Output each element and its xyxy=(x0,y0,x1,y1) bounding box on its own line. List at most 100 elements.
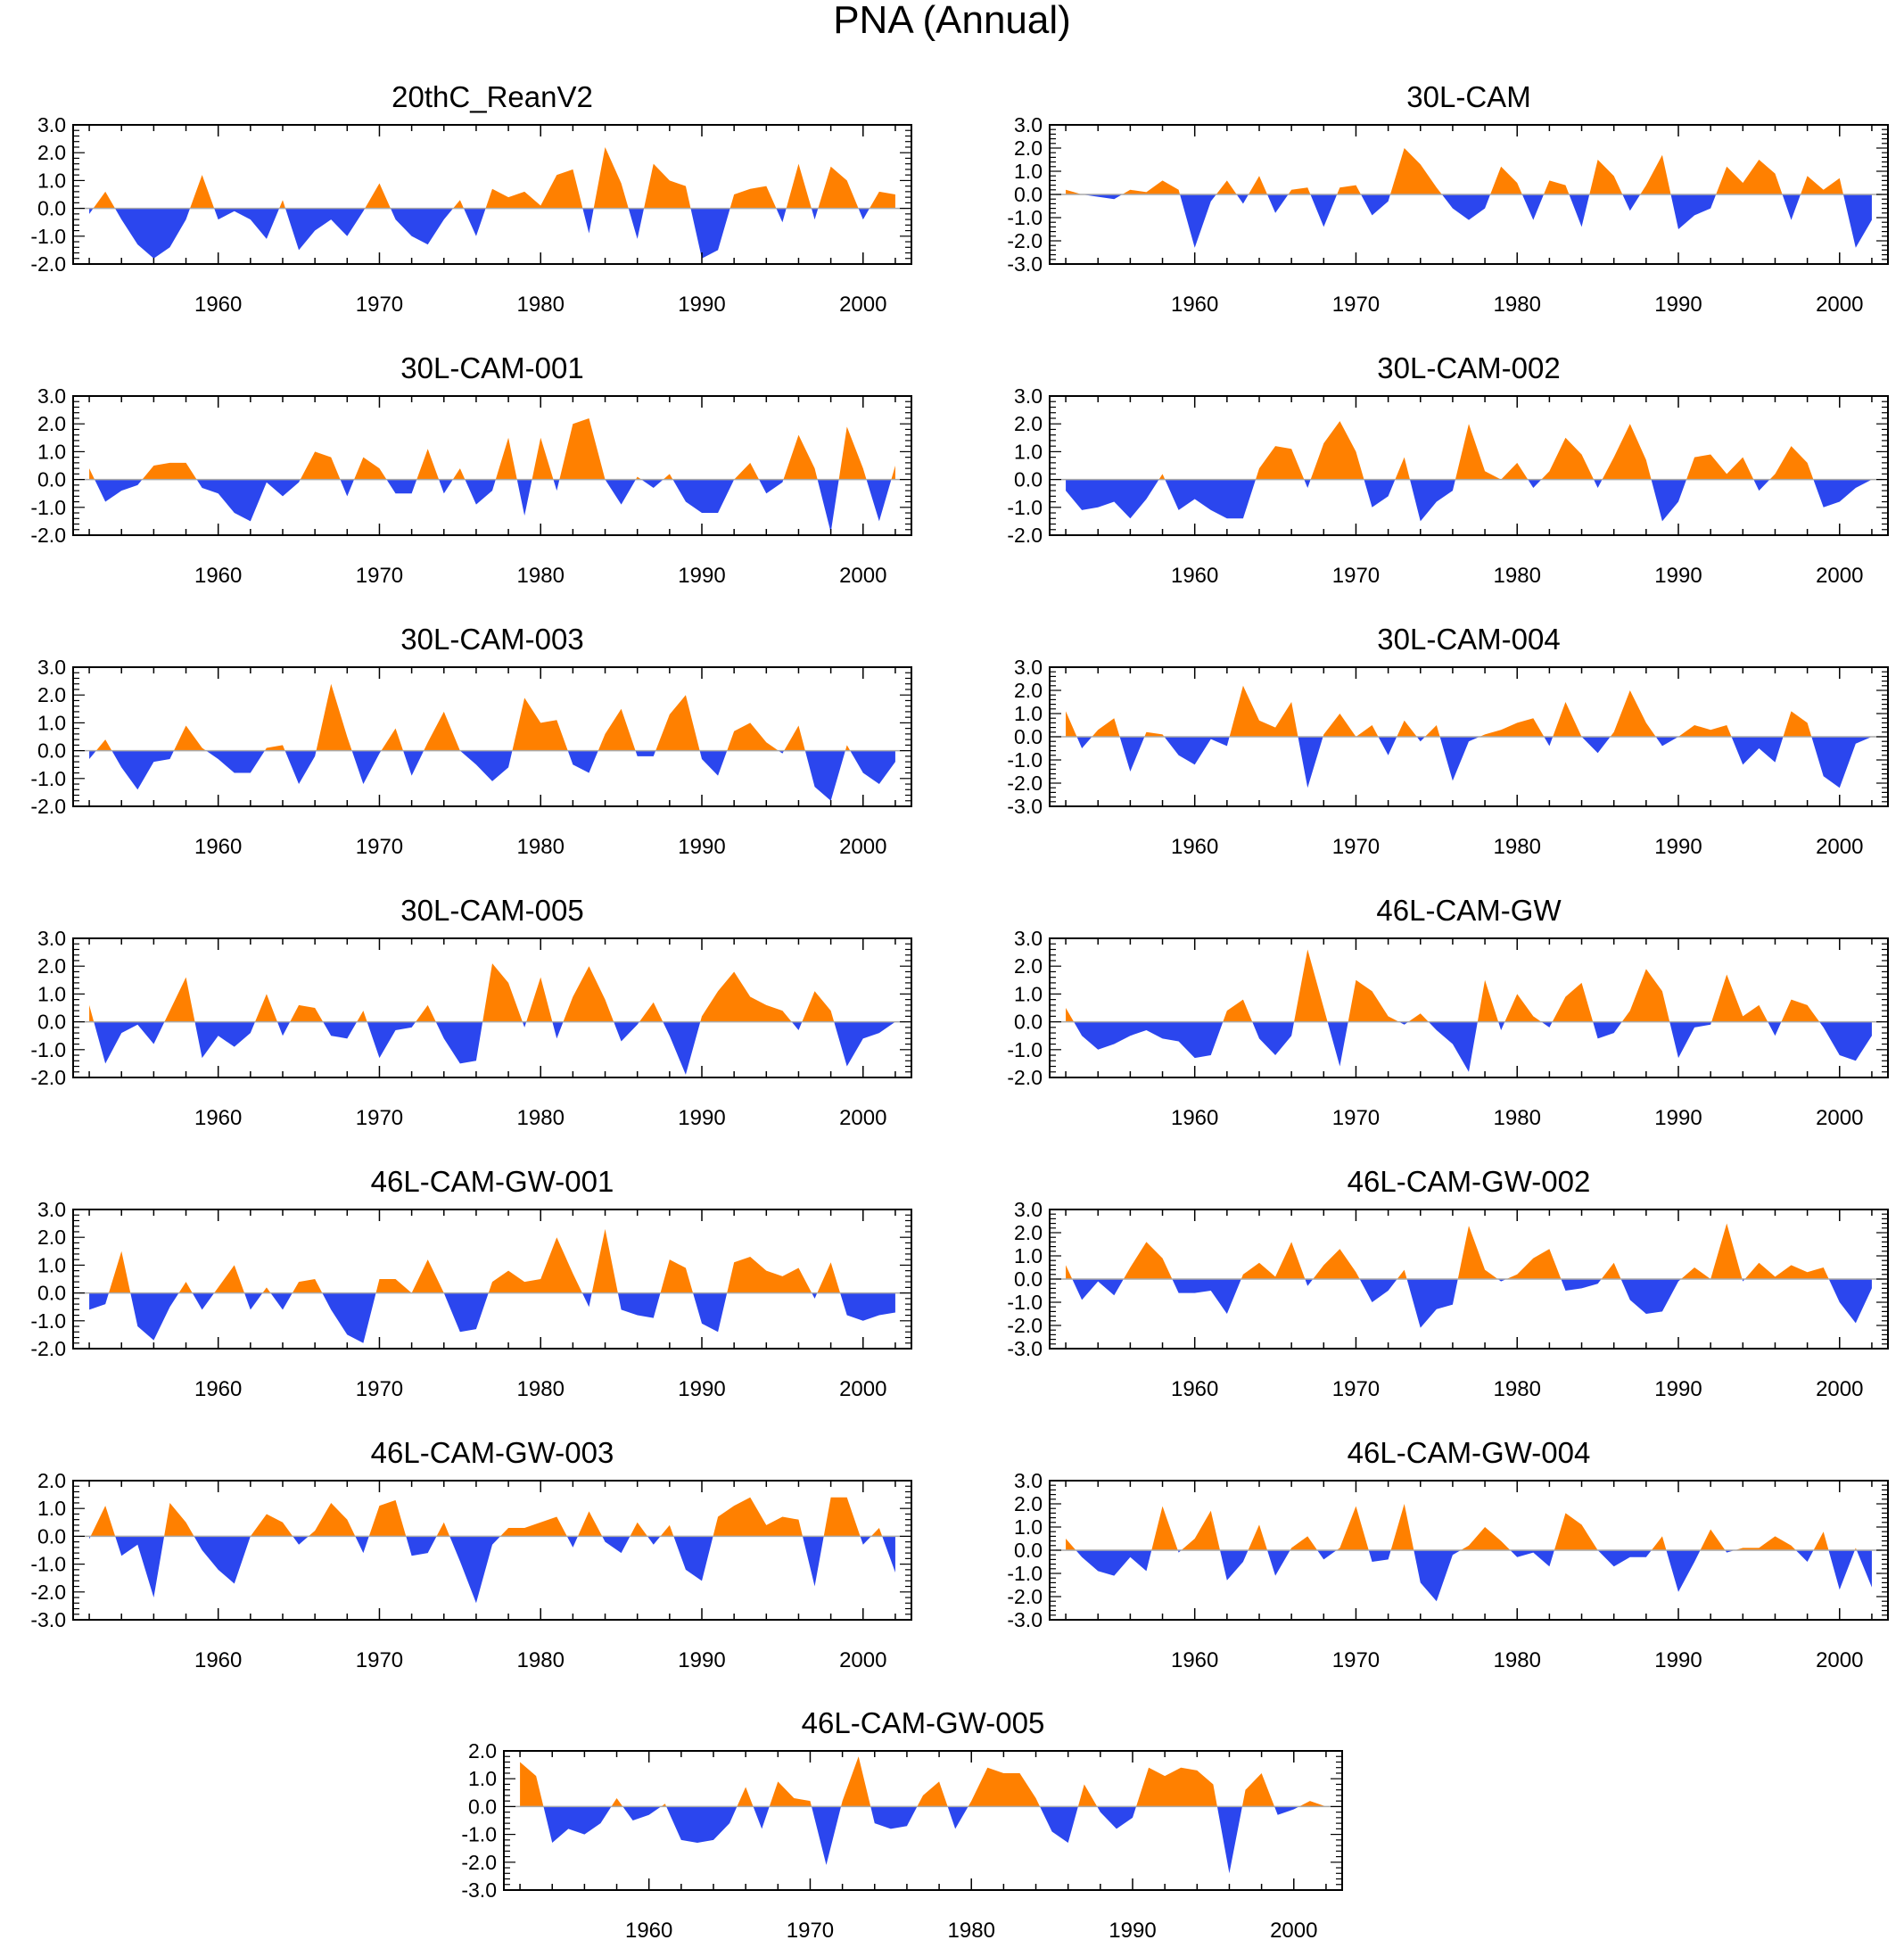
x-tick-label: 1990 xyxy=(1109,1919,1156,1940)
panel-7: 1960 1970 1980 1990 2000 3.0 2.0 1.0 0.0 -1.0 -2.0 xyxy=(1007,927,1889,1130)
plot-frame xyxy=(503,1750,1343,1891)
y-tick-label: 2.0 xyxy=(37,1469,66,1492)
positive-area xyxy=(95,683,851,751)
y-tick-label: 2.0 xyxy=(468,1739,497,1763)
panel-0: 1960 1970 1980 1990 2000 3.0 2.0 1.0 0.0 -1.0 -2.0 xyxy=(30,113,912,317)
y-tick-label: 3.0 xyxy=(1014,1469,1043,1492)
y-tick-label: 3.0 xyxy=(37,384,66,408)
y-tick-label: 3.0 xyxy=(1014,113,1043,136)
plot-frame xyxy=(72,395,912,536)
y-tick-label: 1.0 xyxy=(37,711,66,734)
panel-title: 30L-CAM-002 xyxy=(1377,351,1561,384)
panel-11: 1960 1970 1980 1990 2000 3.02.01.00.0-1.0-2.0… xyxy=(1007,1469,1889,1672)
y-tick-label: 2.0 xyxy=(37,683,66,706)
panel-title: 30L-CAM-003 xyxy=(400,623,584,656)
positive-area xyxy=(1066,685,1812,737)
x-tick-label: 1960 xyxy=(1171,293,1218,317)
x-tick-label: 1960 xyxy=(1171,1377,1218,1401)
y-tick-label: 1.0 xyxy=(37,1253,66,1276)
x-tick-label: 1980 xyxy=(1494,1648,1541,1672)
x-tick-label: 1970 xyxy=(356,1106,403,1130)
plot-frame xyxy=(72,937,912,1078)
y-tick-label: -1.0 xyxy=(1007,206,1043,229)
x-tick-label: 2000 xyxy=(1816,564,1863,588)
panel-3: 1960 1970 1980 1990 2000 3.0 2.0 1.0 0.0 -1.0 -2.0 xyxy=(1007,384,1889,588)
x-tick-label: 1980 xyxy=(948,1919,995,1940)
x-tick-label: 1960 xyxy=(1171,564,1218,588)
y-tick-label: -1.0 xyxy=(1007,1562,1043,1585)
positive-area xyxy=(520,1756,1326,1807)
y-tick-label: -2.0 xyxy=(30,1337,66,1360)
positive-area xyxy=(90,1497,883,1537)
y-tick-label: 2.0 xyxy=(37,412,66,435)
x-tick-label: 2000 xyxy=(839,835,886,859)
y-tick-label: -1.0 xyxy=(30,496,66,519)
y-tick-label: -1.0 xyxy=(30,1553,66,1576)
y-tick-label: 3.0 xyxy=(37,927,66,950)
y-tick-label: 0.0 xyxy=(468,1795,497,1818)
positive-area xyxy=(89,417,895,480)
x-tick-label: 1990 xyxy=(1654,564,1702,588)
x-tick-label: 1990 xyxy=(1654,293,1702,317)
x-tick-label: 2000 xyxy=(839,293,886,317)
x-tick-label: 1980 xyxy=(1494,1106,1541,1130)
negative-area xyxy=(1076,737,1872,788)
x-tick-label: 1990 xyxy=(1654,1648,1702,1672)
y-tick-label: -2.0 xyxy=(461,1851,497,1874)
x-tick-label: 1990 xyxy=(678,293,725,317)
panel-title: 46L-CAM-GW xyxy=(1376,894,1562,927)
negative-area xyxy=(1072,1279,1872,1328)
positive-area xyxy=(1066,148,1843,194)
panel-1: 1960 1970 1980 1990 2000 3.02.01.00.0-1.0-2.0… xyxy=(1007,113,1889,317)
y-tick-label: -2.0 xyxy=(30,1581,66,1604)
y-tick-label: 0.0 xyxy=(37,1524,66,1548)
positive-area xyxy=(1066,1504,1857,1550)
panel-title: 46L-CAM-GW-002 xyxy=(1347,1165,1591,1198)
y-tick-label: 2.0 xyxy=(1014,954,1043,978)
y-tick-label: 0.0 xyxy=(37,468,66,491)
panel-title: 30L-CAM-001 xyxy=(400,351,584,384)
x-tick-label: 1990 xyxy=(678,835,725,859)
x-tick-label: 1970 xyxy=(1332,835,1380,859)
x-tick-label: 1970 xyxy=(1332,1106,1380,1130)
panel-title: 46L-CAM-GW-004 xyxy=(1347,1436,1591,1469)
y-tick-label: 2.0 xyxy=(1014,412,1043,435)
plot-frame xyxy=(72,1209,912,1350)
y-tick-label: -2.0 xyxy=(1007,524,1043,547)
x-tick-label: 2000 xyxy=(1270,1919,1317,1940)
panel-2: 1960 1970 1980 1990 2000 3.0 2.0 1.0 0.0 -1.0 -2.0 xyxy=(30,384,912,588)
panel-title: 46L-CAM-GW-003 xyxy=(370,1436,614,1469)
y-tick-label: 0.0 xyxy=(37,1011,66,1034)
positive-area xyxy=(108,1228,841,1293)
y-tick-label: 2.0 xyxy=(1014,1221,1043,1244)
plot-frame xyxy=(72,1480,912,1621)
x-tick-label: 1970 xyxy=(1332,293,1380,317)
positive-area xyxy=(1158,421,1814,480)
y-tick-label: 1.0 xyxy=(37,169,66,192)
y-tick-label: -2.0 xyxy=(1007,772,1043,795)
y-tick-label: -2.0 xyxy=(30,1066,66,1089)
y-tick-label: -1.0 xyxy=(461,1823,497,1846)
y-tick-label: -2.0 xyxy=(30,524,66,547)
x-tick-label: 1990 xyxy=(678,1648,725,1672)
y-tick-label: 2.0 xyxy=(1014,1492,1043,1515)
x-tick-label: 1970 xyxy=(1332,1648,1380,1672)
x-tick-label: 1980 xyxy=(517,1648,565,1672)
x-tick-label: 1980 xyxy=(1494,1377,1541,1401)
negative-area xyxy=(95,479,892,532)
y-tick-label: -1.0 xyxy=(30,225,66,248)
plot-frame xyxy=(72,666,912,807)
negative-area xyxy=(89,208,870,259)
x-tick-label: 1960 xyxy=(194,1377,242,1401)
panel-title: 30L-CAM-005 xyxy=(400,894,584,927)
panel-4: 1960 1970 1980 1990 2000 3.0 2.0 1.0 0.0 -1.0 -2.0 xyxy=(30,656,912,859)
y-tick-label: 2.0 xyxy=(37,141,66,164)
x-tick-label: 1990 xyxy=(1654,1106,1702,1130)
x-tick-label: 2000 xyxy=(839,1377,886,1401)
y-tick-label: -3.0 xyxy=(1007,795,1043,818)
y-tick-label: 1.0 xyxy=(468,1767,497,1790)
y-tick-label: 1.0 xyxy=(37,982,66,1005)
y-tick-label: 1.0 xyxy=(1014,440,1043,463)
x-tick-label: 1980 xyxy=(517,1377,565,1401)
negative-area xyxy=(1076,1550,1872,1602)
